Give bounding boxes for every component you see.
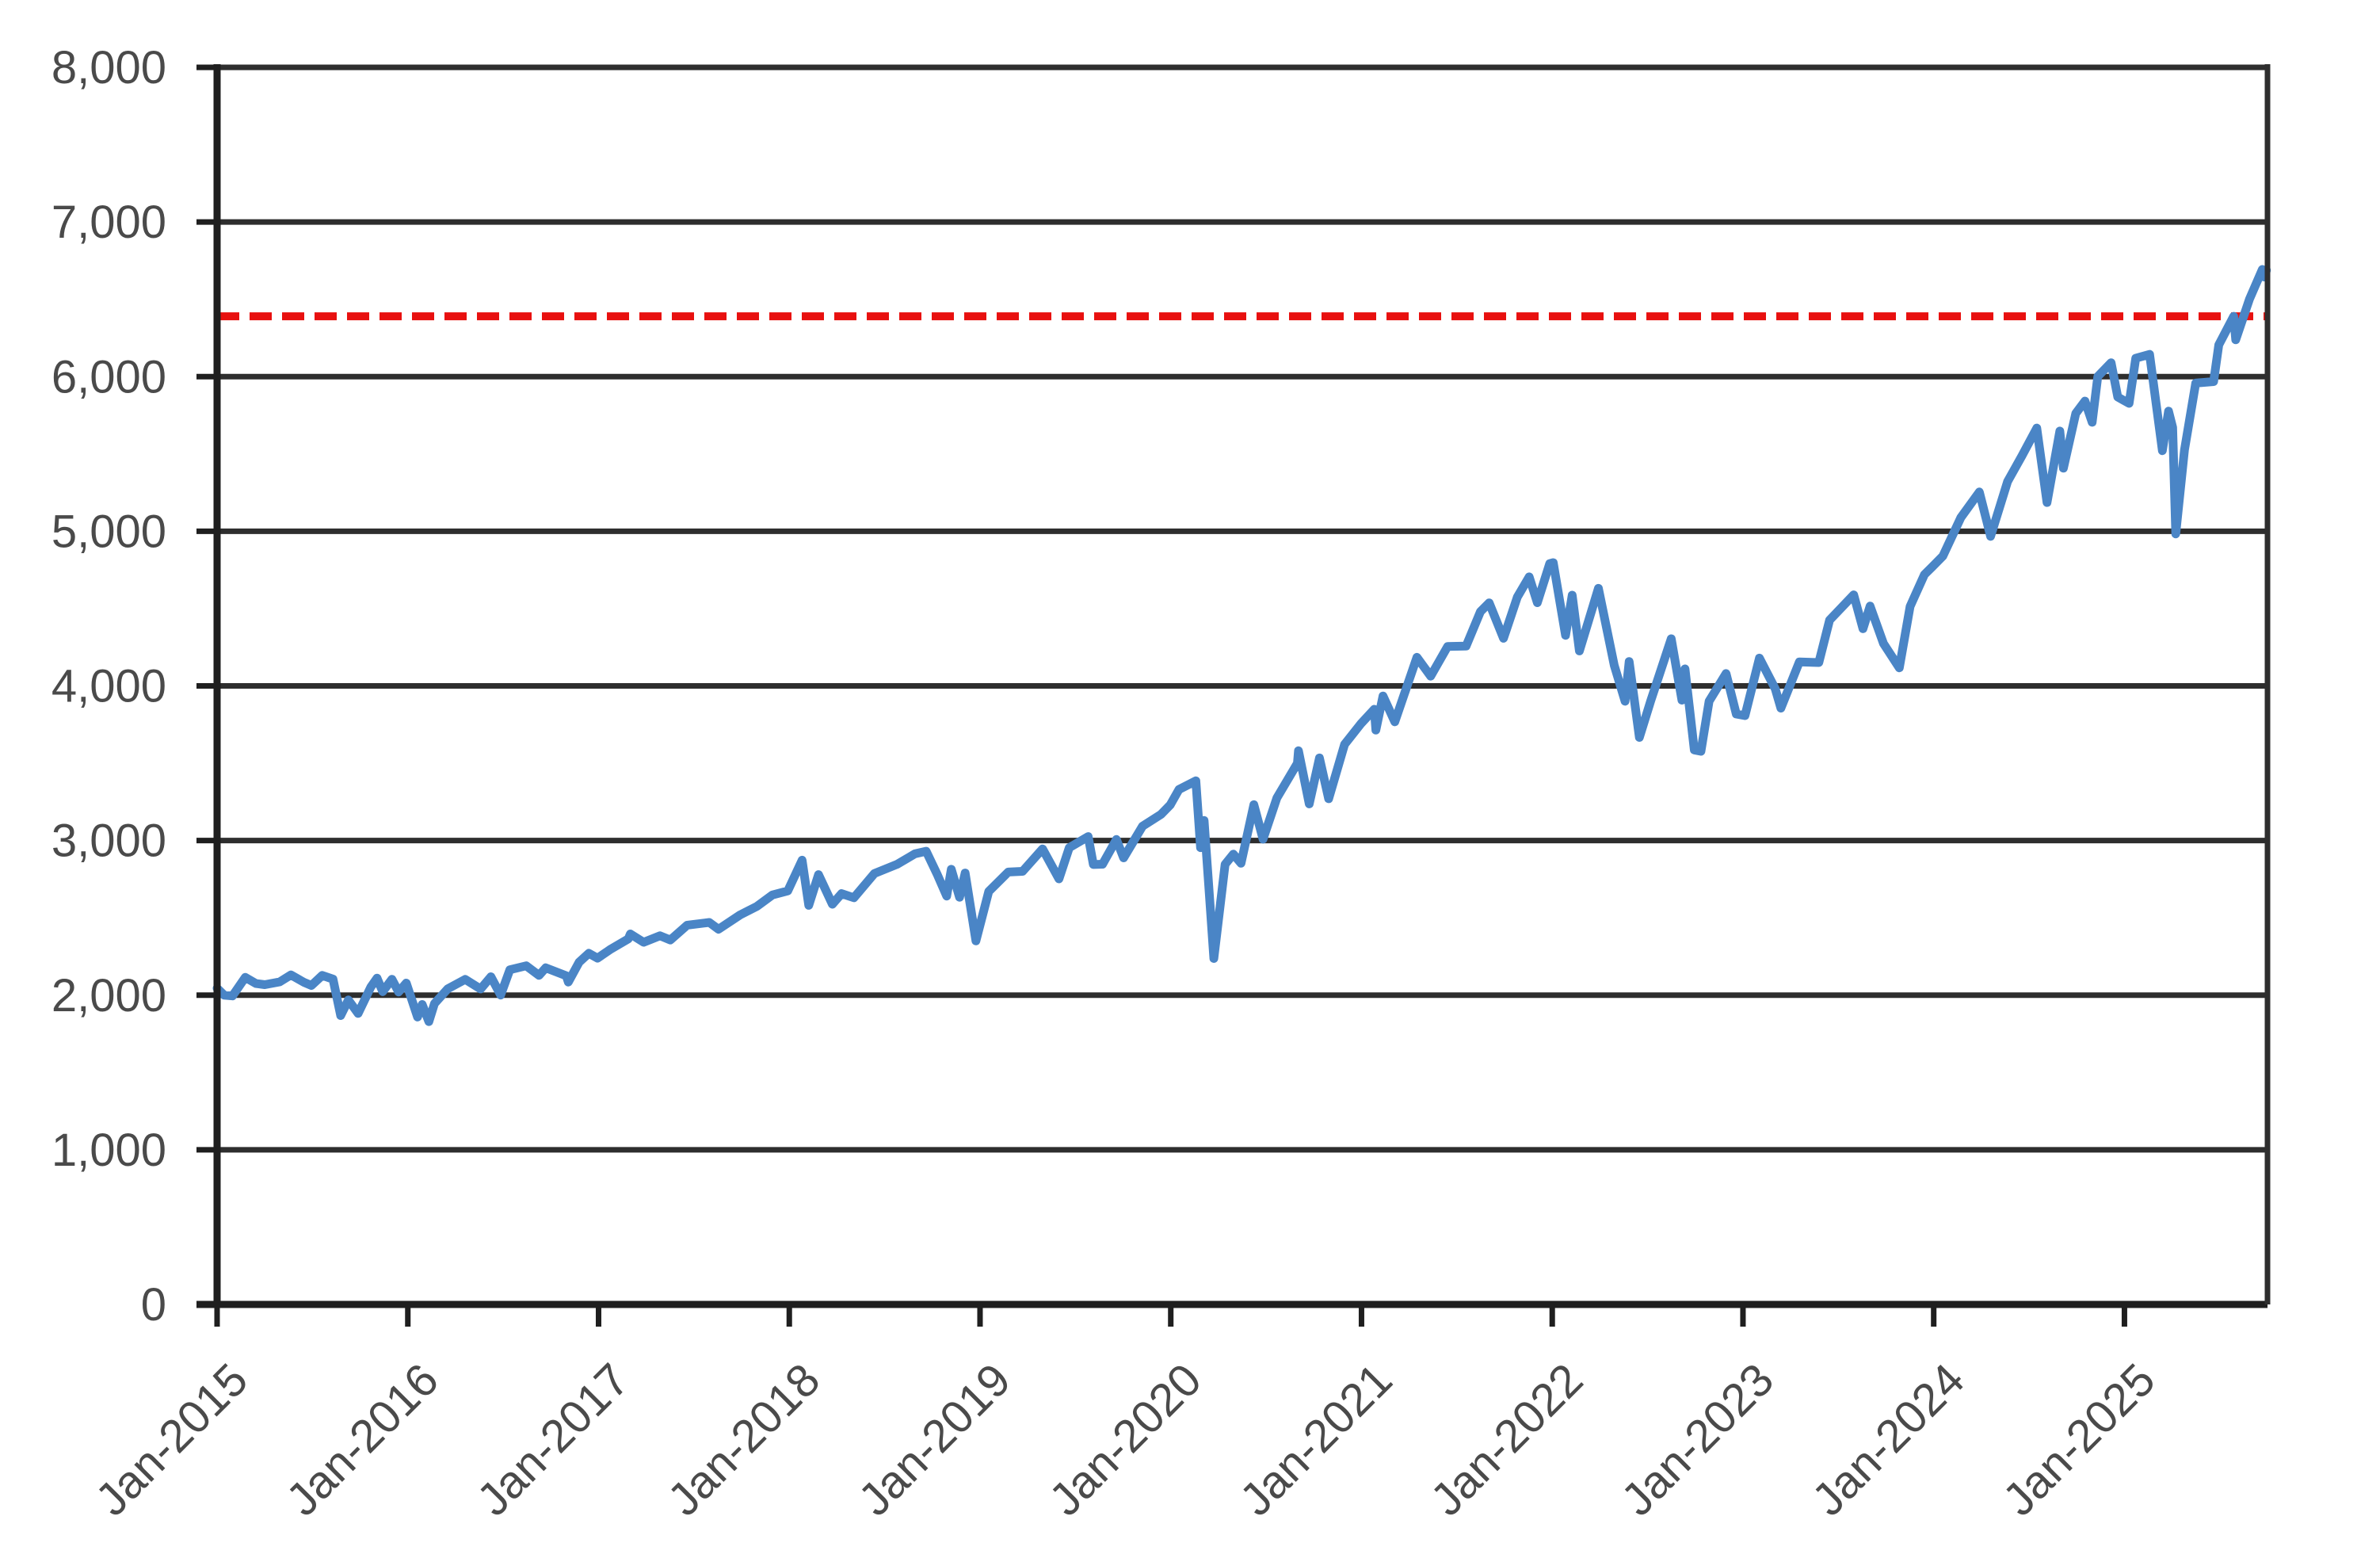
x-tick-label: Jan-2022	[1421, 1354, 1592, 1526]
y-tick-label: 1,000	[51, 1125, 166, 1176]
y-tick-label: 5,000	[51, 506, 166, 557]
y-axis-labels: 0 1,000 2,000 3,000 4,000 5,000 6,000 7,000 8,00…	[51, 42, 166, 1331]
x-tick-label: Jan-2018	[658, 1354, 830, 1526]
x-tick-label: Jan-2021	[1230, 1354, 1402, 1526]
y-tick-label: 6,000	[51, 351, 166, 403]
x-tick-label: Jan-2016	[277, 1354, 448, 1526]
x-tick-label: Jan-2023	[1611, 1354, 1783, 1526]
y-tick-label: 2,000	[51, 970, 166, 1022]
series-group	[212, 265, 2271, 1026]
gridlines	[217, 64, 2267, 1153]
x-tick-label: Jan-2024	[1802, 1354, 1974, 1526]
price-line	[212, 265, 2271, 1026]
x-axis-labels: Jan-2015 Jan-2016 Jan-2017 Jan-2018 Jan-2019…	[86, 1354, 2165, 1526]
y-tick-label: 8,000	[51, 42, 166, 94]
x-tick-label: Jan-2020	[1039, 1354, 1211, 1526]
y-tick-label: 4,000	[51, 661, 166, 712]
tick-marks	[196, 64, 2127, 1327]
x-tick-label: Jan-2017	[467, 1354, 639, 1526]
y-tick-label: 7,000	[51, 197, 166, 248]
y-tick-label: 3,000	[51, 815, 166, 867]
x-tick-label: Jan-2019	[849, 1354, 1020, 1526]
x-tick-label: Jan-2025	[1993, 1354, 2165, 1526]
y-tick-label: 0	[141, 1279, 166, 1331]
x-tick-label: Jan-2015	[86, 1354, 257, 1526]
